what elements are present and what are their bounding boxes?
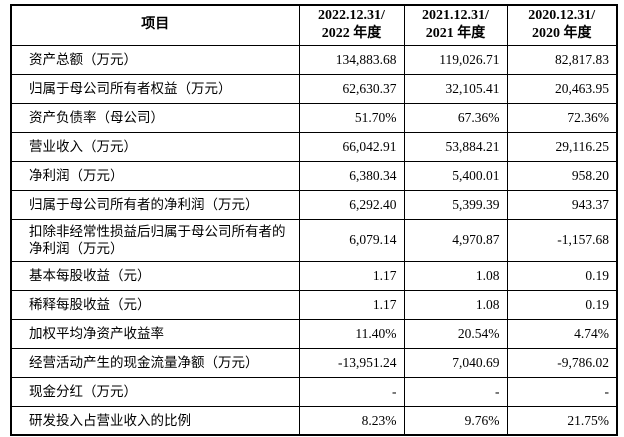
value-2020: 20,463.95 bbox=[506, 73, 618, 104]
table-row-parent-equity: 归属于母公司所有者权益（万元） 62,630.37 32,105.41 20,4… bbox=[10, 73, 618, 104]
value-2022: 51.70% bbox=[298, 102, 405, 133]
row-label: 研发投入占营业收入的比例 bbox=[10, 405, 300, 436]
table-row-adjusted-net-profit: 扣除非经常性损益后归属于母公司所有者的净利润（万元） 6,079.14 4,97… bbox=[10, 218, 618, 262]
row-label: 稀释每股收益（元） bbox=[10, 289, 300, 320]
value-2022: 62,630.37 bbox=[298, 73, 405, 104]
value-2021: 4,970.87 bbox=[403, 218, 508, 262]
value-2020: 82,817.83 bbox=[506, 44, 618, 75]
value-2020: 0.19 bbox=[506, 260, 618, 291]
value-2022: - bbox=[298, 376, 405, 407]
value-2022: 66,042.91 bbox=[298, 131, 405, 162]
column-header-2022: 2022.12.31/ 2022 年度 bbox=[298, 4, 405, 46]
value-2020: 21.75% bbox=[506, 405, 618, 436]
table-row-revenue: 营业收入（万元） 66,042.91 53,884.21 29,116.25 bbox=[10, 131, 618, 162]
value-2021: 32,105.41 bbox=[403, 73, 508, 104]
row-label: 现金分红（万元） bbox=[10, 376, 300, 407]
value-2022: 6,079.14 bbox=[298, 218, 405, 262]
row-label: 归属于母公司所有者的净利润（万元） bbox=[10, 189, 300, 220]
value-2020: 0.19 bbox=[506, 289, 618, 320]
value-2022: 11.40% bbox=[298, 318, 405, 349]
row-label: 经营活动产生的现金流量净额（万元） bbox=[10, 347, 300, 378]
value-2021: 20.54% bbox=[403, 318, 508, 349]
row-label: 营业收入（万元） bbox=[10, 131, 300, 162]
table-row-total-assets: 资产总额（万元） 134,883.68 119,026.71 82,817.83 bbox=[10, 44, 618, 75]
table-row-operating-cash-flow: 经营活动产生的现金流量净额（万元） -13,951.24 7,040.69 -9… bbox=[10, 347, 618, 378]
table-row-rd-ratio: 研发投入占营业收入的比例 8.23% 9.76% 21.75% bbox=[10, 405, 618, 436]
value-2021: 67.36% bbox=[403, 102, 508, 133]
value-2021: 1.08 bbox=[403, 289, 508, 320]
column-header-item: 项目 bbox=[10, 4, 300, 46]
row-label: 扣除非经常性损益后归属于母公司所有者的净利润（万元） bbox=[10, 218, 300, 262]
row-label: 基本每股收益（元） bbox=[10, 260, 300, 291]
table-row-net-profit: 净利润（万元） 6,380.34 5,400.01 958.20 bbox=[10, 160, 618, 191]
value-2020: 29,116.25 bbox=[506, 131, 618, 162]
value-2021: 1.08 bbox=[403, 260, 508, 291]
value-2022: 1.17 bbox=[298, 260, 405, 291]
row-label: 资产总额（万元） bbox=[10, 44, 300, 75]
value-2021: 7,040.69 bbox=[403, 347, 508, 378]
value-2021: 53,884.21 bbox=[403, 131, 508, 162]
value-2022: 6,292.40 bbox=[298, 189, 405, 220]
value-2022: 1.17 bbox=[298, 289, 405, 320]
value-2021: 119,026.71 bbox=[403, 44, 508, 75]
row-label: 加权平均净资产收益率 bbox=[10, 318, 300, 349]
value-2022: 8.23% bbox=[298, 405, 405, 436]
column-header-2020: 2020.12.31/ 2020 年度 bbox=[506, 4, 618, 46]
header-row: 项目 2022.12.31/ 2022 年度 2021.12.31/ 2021 … bbox=[10, 4, 618, 46]
value-2021: 9.76% bbox=[403, 405, 508, 436]
table-row-weighted-roe: 加权平均净资产收益率 11.40% 20.54% 4.74% bbox=[10, 318, 618, 349]
value-2020: 72.36% bbox=[506, 102, 618, 133]
value-2020: -1,157.68 bbox=[506, 218, 618, 262]
value-2020: -9,786.02 bbox=[506, 347, 618, 378]
row-label: 归属于母公司所有者权益（万元） bbox=[10, 73, 300, 104]
row-label: 净利润（万元） bbox=[10, 160, 300, 191]
table-row-basic-eps: 基本每股收益（元） 1.17 1.08 0.19 bbox=[10, 260, 618, 291]
column-header-2021: 2021.12.31/ 2021 年度 bbox=[403, 4, 508, 46]
value-2020: - bbox=[506, 376, 618, 407]
header-item-label: 项目 bbox=[141, 17, 170, 33]
value-2022: 134,883.68 bbox=[298, 44, 405, 75]
table-row-diluted-eps: 稀释每股收益（元） 1.17 1.08 0.19 bbox=[10, 289, 618, 320]
financial-summary-table: 项目 2022.12.31/ 2022 年度 2021.12.31/ 2021 … bbox=[10, 4, 618, 437]
value-2021: 5,400.01 bbox=[403, 160, 508, 191]
value-2020: 943.37 bbox=[506, 189, 618, 220]
value-2020: 4.74% bbox=[506, 318, 618, 349]
value-2022: 6,380.34 bbox=[298, 160, 405, 191]
table-row-cash-dividend: 现金分红（万元） - - - bbox=[10, 376, 618, 407]
table-row-debt-ratio: 资产负债率（母公司） 51.70% 67.36% 72.36% bbox=[10, 102, 618, 133]
row-label: 资产负债率（母公司） bbox=[10, 102, 300, 133]
table-row-parent-net-profit: 归属于母公司所有者的净利润（万元） 6,292.40 5,399.39 943.… bbox=[10, 189, 618, 220]
value-2022: -13,951.24 bbox=[298, 347, 405, 378]
value-2021: - bbox=[403, 376, 508, 407]
value-2021: 5,399.39 bbox=[403, 189, 508, 220]
value-2020: 958.20 bbox=[506, 160, 618, 191]
